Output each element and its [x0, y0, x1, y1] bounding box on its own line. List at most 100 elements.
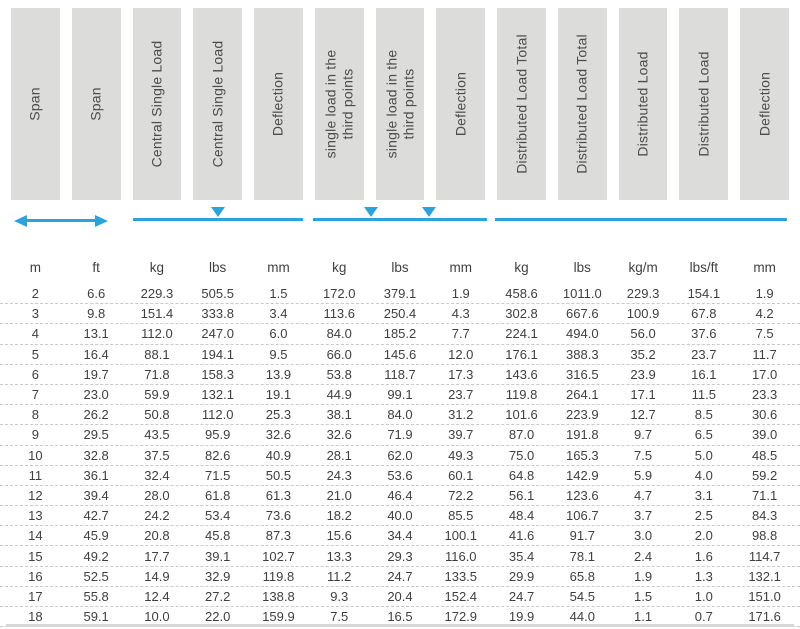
- table-cell: 61.3: [265, 487, 292, 503]
- table-cell: 29.3: [387, 548, 413, 564]
- table-row: 17 55.8 12.4 27.2 138.8 9.3 20.4 152.4 24.7 54.5 1…: [0, 587, 800, 607]
- unit-label: lbs/ft: [689, 259, 719, 275]
- table-cell: 71.5: [205, 467, 231, 483]
- column-header: Central Single Load: [193, 8, 243, 200]
- table-cell: 88.1: [144, 346, 170, 362]
- table-cell: 1.6: [694, 548, 713, 564]
- table-cell: 12: [28, 487, 43, 503]
- table-cell: 4.3: [451, 306, 470, 322]
- unit-label: kg: [149, 259, 165, 275]
- column-header-label: Distributed Load Total: [574, 34, 591, 174]
- table-cell: 11.2: [327, 568, 352, 584]
- table-cell: 59.2: [751, 467, 778, 483]
- table-cell: 133.5: [444, 568, 478, 584]
- table-row: 15 49.2 17.7 39.1 102.7 13.3 29.3 116.0 35.4 78.1…: [0, 546, 800, 567]
- table-cell: 12.0: [448, 346, 474, 362]
- table-cell: 5.0: [694, 447, 713, 463]
- unit-label: kg: [514, 259, 529, 275]
- table-row: 5 16.4 88.1 194.1 9.5 66.0 145.6 12.0 176.1 388.3…: [0, 345, 800, 365]
- table-row: 10 32.8 37.5 82.6 40.9 28.1 62.0 49.3 75.0 165.3 7…: [0, 446, 800, 466]
- table-cell: 50.5: [265, 467, 292, 483]
- table-cell: 72.2: [448, 487, 474, 503]
- table-cell: 194.1: [201, 346, 234, 362]
- table-cell: 3.1: [694, 487, 713, 503]
- units-row: m ft kg lbs mm kg lbs mm kg lbs kg/m lbs/ft mm: [0, 254, 800, 280]
- unit-label: kg: [332, 259, 347, 275]
- table-cell: 31.2: [448, 407, 474, 423]
- table-cell: 84.0: [326, 326, 352, 342]
- table-cell: 3: [31, 306, 39, 322]
- table-cell: 24.7: [508, 588, 535, 604]
- table-cell: 10: [28, 447, 43, 463]
- table-cell: 27.2: [205, 588, 231, 604]
- table-cell: 6.0: [269, 326, 288, 342]
- column-header: Deflection: [436, 8, 486, 200]
- table-cell: 112.0: [141, 326, 173, 342]
- table-cell: 4.0: [694, 467, 713, 483]
- table-cell: 11.5: [691, 387, 716, 403]
- table-cell: 1.5: [269, 286, 288, 302]
- table-cell: 32.6: [265, 427, 292, 443]
- table-cell: 13.1: [83, 326, 109, 342]
- load-table-sheet: Span Span Central Single Load Central Singl…: [0, 8, 800, 629]
- table-cell: 60.1: [448, 467, 474, 483]
- table-cell: 333.8: [201, 306, 234, 322]
- table-cell: 16: [28, 568, 43, 584]
- table-cell: 39.7: [448, 427, 474, 443]
- table-cell: 37.5: [144, 447, 170, 463]
- table-cell: 10.0: [144, 609, 170, 625]
- table-cell: 84.0: [387, 407, 413, 423]
- table-cell: 98.8: [751, 528, 778, 544]
- table-cell: 13.3: [326, 548, 352, 564]
- table-cell: 59.1: [83, 609, 109, 625]
- table-cell: 67.8: [691, 306, 717, 322]
- table-cell: 9: [31, 427, 39, 443]
- table-cell: 5.9: [634, 467, 653, 483]
- table-cell: 46.4: [387, 487, 413, 503]
- column-header-label: Span: [87, 87, 104, 121]
- table-cell: 11.7: [752, 346, 777, 362]
- table-cell: 14.9: [144, 568, 170, 584]
- third-point-load-diagram: [313, 200, 487, 248]
- table-cell: 17.1: [630, 387, 656, 403]
- table-cell: 388.3: [566, 346, 599, 362]
- table-cell: 53.4: [205, 508, 231, 524]
- table-cell: 316.5: [566, 366, 599, 382]
- load-point-triangle-icon: [211, 207, 225, 217]
- table-cell: 13.9: [265, 366, 292, 382]
- table-cell: 19.1: [265, 387, 292, 403]
- table-cell: 32.9: [205, 568, 231, 584]
- table-row: 2 6.6 229.3 505.5 1.5 172.0 379.1 1.9 458.6 1011.…: [0, 284, 800, 305]
- table-cell: 9.8: [87, 306, 106, 322]
- table-cell: 1.9: [634, 568, 653, 584]
- table-cell: 99.1: [387, 387, 413, 403]
- table-cell: 6.6: [87, 286, 106, 302]
- table-cell: 25.3: [265, 407, 292, 423]
- table-cell: 35.4: [508, 548, 535, 564]
- table-cell: 42.7: [83, 508, 109, 524]
- table-cell: 65.8: [569, 568, 595, 584]
- table-row: 13 42.7 24.2 53.4 73.6 18.2 40.0 85.5 48.4 106.7 3…: [0, 506, 800, 527]
- table-cell: 56.1: [508, 487, 535, 503]
- column-header: single load in the third points: [375, 8, 425, 200]
- table-cell: 87.0: [508, 427, 535, 443]
- table-cell: 7.7: [451, 326, 470, 342]
- table-cell: 71.1: [751, 487, 778, 503]
- table-cell: 185.2: [383, 326, 417, 342]
- table-cell: 17.3: [448, 366, 474, 382]
- table-cell: 62.0: [387, 447, 413, 463]
- table-row: 14 45.9 20.8 45.8 87.3 15.6 34.4 100.1 41.6 91.7 3…: [0, 526, 800, 547]
- table-cell: 22.0: [205, 609, 231, 625]
- table-cell: 114.7: [748, 548, 781, 564]
- table-cell: 229.3: [140, 286, 174, 302]
- table-cell: 6: [31, 366, 39, 382]
- table-body: 2 6.6 229.3 505.5 1.5 172.0 379.1 1.9 458.6 1011.…: [0, 284, 800, 628]
- unit-label: ft: [92, 259, 100, 275]
- column-header-label: Distributed Load: [634, 51, 651, 157]
- table-cell: 59.9: [144, 387, 170, 403]
- table-cell: 224.1: [505, 326, 538, 342]
- table-cell: 250.4: [383, 306, 417, 322]
- table-cell: 247.0: [201, 326, 234, 342]
- column-header-label: Span: [27, 87, 44, 121]
- distributed-load-diagram: [495, 200, 787, 248]
